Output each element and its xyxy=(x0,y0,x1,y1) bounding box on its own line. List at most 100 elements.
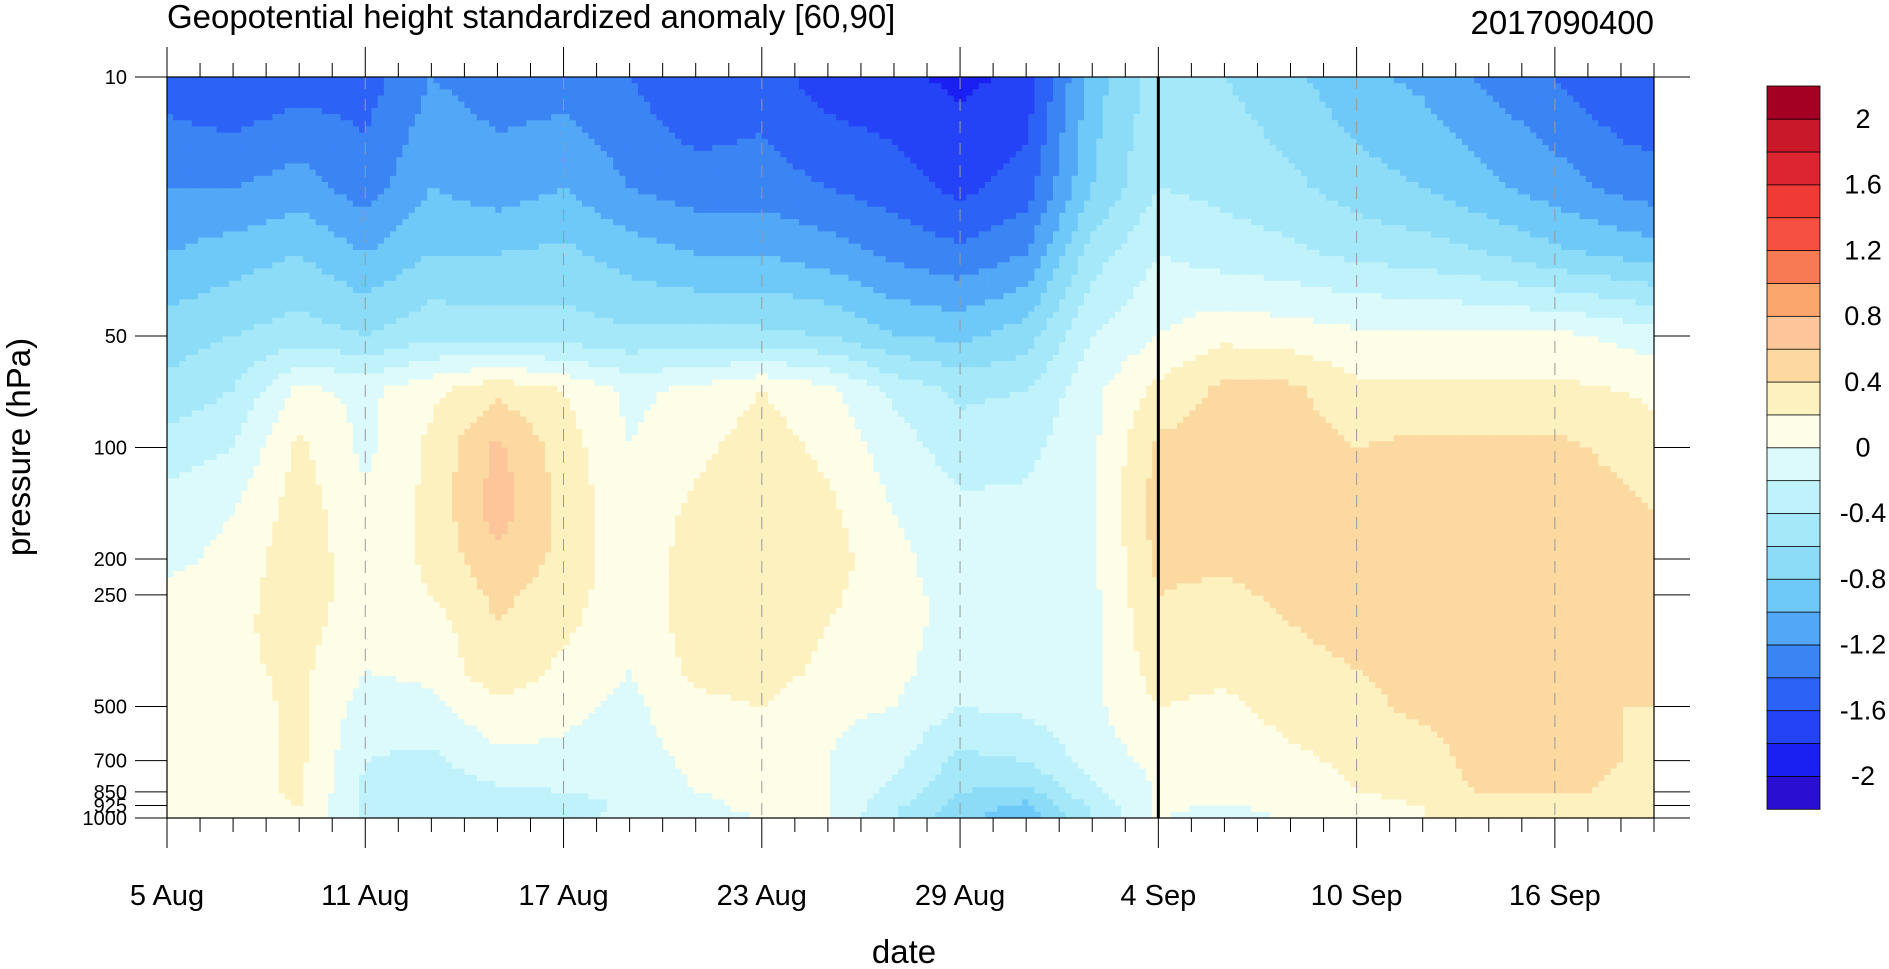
field-cell xyxy=(229,231,236,238)
field-cell xyxy=(192,485,199,492)
field-cell xyxy=(173,540,180,547)
field-cell xyxy=(173,738,180,745)
field-cell xyxy=(272,398,279,405)
field-cell xyxy=(223,497,230,504)
field-cell xyxy=(179,695,186,702)
field-cell xyxy=(266,744,273,751)
field-cell xyxy=(297,645,304,652)
field-cell xyxy=(241,602,248,609)
field-cell xyxy=(297,367,304,374)
field-cell xyxy=(285,577,292,584)
field-cell xyxy=(322,96,329,103)
field-cell xyxy=(204,256,211,263)
field-cell xyxy=(241,367,248,374)
field-cell xyxy=(235,201,242,208)
field-cell xyxy=(229,546,236,553)
field-cell xyxy=(260,262,267,269)
field-cell xyxy=(204,244,211,251)
field-cell xyxy=(248,448,255,455)
field-cell xyxy=(241,515,248,522)
field-cell xyxy=(303,540,310,547)
field-cell xyxy=(192,583,199,590)
field-cell xyxy=(179,738,186,745)
field-cell xyxy=(285,676,292,683)
field-cell xyxy=(248,627,255,634)
field-cell xyxy=(291,126,298,133)
field-cell xyxy=(192,799,199,806)
field-cell xyxy=(291,398,298,405)
field-cell xyxy=(241,429,248,436)
field-cell xyxy=(223,559,230,566)
field-cell xyxy=(279,120,286,127)
field-cell xyxy=(198,139,205,146)
field-cell xyxy=(260,725,267,732)
field-cell xyxy=(204,163,211,170)
field-cell xyxy=(179,336,186,343)
field-cell xyxy=(303,163,310,170)
field-cell xyxy=(210,373,217,380)
field-cell xyxy=(198,602,205,609)
field-cell xyxy=(223,361,230,368)
field-cell xyxy=(167,404,174,411)
field-cell xyxy=(297,633,304,640)
field-cell xyxy=(173,534,180,541)
field-cell xyxy=(241,522,248,529)
field-cell xyxy=(198,651,205,658)
field-cell xyxy=(167,497,174,504)
field-cell xyxy=(316,349,323,356)
field-cell xyxy=(272,645,279,652)
field-cell xyxy=(167,614,174,621)
field-cell xyxy=(279,145,286,152)
field-cell xyxy=(186,645,193,652)
field-cell xyxy=(291,732,298,739)
field-cell xyxy=(285,429,292,436)
field-cell xyxy=(235,602,242,609)
field-cell xyxy=(279,83,286,90)
field-cell xyxy=(198,590,205,597)
field-cell xyxy=(266,102,273,109)
field-cell xyxy=(192,299,199,306)
field-cell xyxy=(223,534,230,541)
field-cell xyxy=(303,114,310,121)
field-cell xyxy=(303,361,310,368)
field-cell xyxy=(279,423,286,430)
field-cell xyxy=(217,275,224,282)
field-cell xyxy=(285,355,292,362)
field-cell xyxy=(285,139,292,146)
field-cell xyxy=(241,293,248,300)
field-cell xyxy=(217,466,224,473)
field-cell xyxy=(173,633,180,640)
field-cell xyxy=(198,713,205,720)
field-cell xyxy=(303,639,310,646)
field-cell xyxy=(248,472,255,479)
field-cell xyxy=(260,478,267,485)
field-cell xyxy=(173,268,180,275)
field-cell xyxy=(173,676,180,683)
field-cell xyxy=(167,651,174,658)
field-cell xyxy=(173,89,180,96)
field-cell xyxy=(210,157,217,164)
field-cell xyxy=(217,793,224,800)
field-cell xyxy=(322,262,329,269)
field-cell xyxy=(167,157,174,164)
field-cell xyxy=(260,590,267,597)
field-cell xyxy=(303,775,310,782)
field-cell xyxy=(297,676,304,683)
field-cell xyxy=(279,515,286,522)
field-cell xyxy=(204,96,211,103)
field-cell xyxy=(279,281,286,288)
field-cell xyxy=(192,695,199,702)
field-cell xyxy=(210,472,217,479)
field-cell xyxy=(217,145,224,152)
field-cell xyxy=(204,373,211,380)
field-cell xyxy=(167,793,174,800)
field-cell xyxy=(266,77,273,84)
field-cell xyxy=(266,201,273,208)
field-cell xyxy=(235,509,242,516)
field-cell xyxy=(272,281,279,288)
field-cell xyxy=(322,701,329,708)
field-cell xyxy=(291,460,298,467)
field-cell xyxy=(248,324,255,331)
field-cell xyxy=(260,670,267,677)
